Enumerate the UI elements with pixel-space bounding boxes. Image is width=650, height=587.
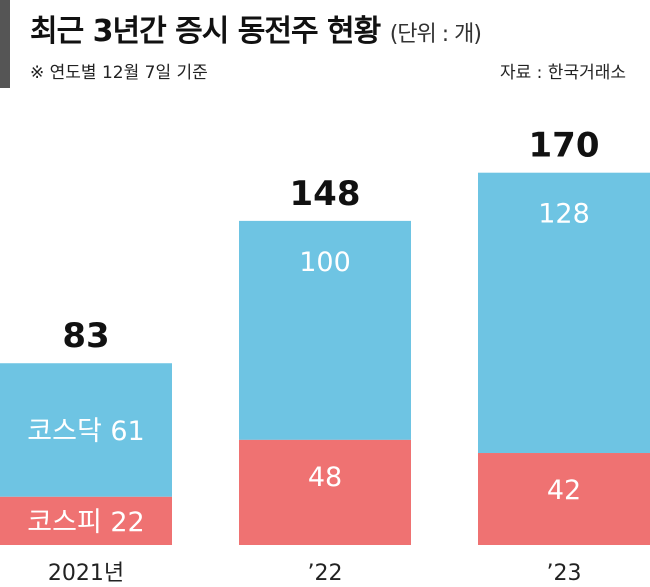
kospi-label-1: 48 — [308, 462, 342, 493]
chart-title: 최근 3년간 증시 동전주 현황 (단위 : 개) — [30, 6, 482, 50]
bar-kosdaq-0 — [0, 363, 172, 497]
total-label-1: 148 — [290, 174, 361, 214]
x-tick-label-2: ’23 — [547, 561, 582, 586]
source-text: 자료 : 한국거래소 — [499, 63, 626, 83]
kospi-label-2: 42 — [547, 475, 581, 506]
kosdaq-label-1: 100 — [299, 247, 351, 278]
total-label-0: 83 — [62, 316, 109, 356]
unit-label: (단위 : 개) — [389, 22, 482, 47]
kospi-label-0: 코스피 22 — [27, 507, 144, 538]
bar-kospi-1 — [239, 439, 411, 545]
title-text: 최근 3년간 증시 동전주 현황 — [30, 14, 381, 49]
note-text: ※ 연도별 12월 7일 기준 — [30, 63, 208, 83]
bar-kosdaq-1 — [239, 220, 411, 440]
bar-kospi-2 — [478, 453, 650, 545]
x-tick-label-1: ’22 — [308, 561, 343, 586]
x-tick-label-0: 2021년 — [48, 561, 124, 586]
accent-bar — [0, 0, 10, 88]
total-label-2: 170 — [529, 126, 600, 166]
bar-kosdaq-2 — [478, 172, 650, 454]
kosdaq-label-2: 128 — [538, 199, 590, 230]
kosdaq-label-0: 코스닥 61 — [27, 416, 144, 447]
bar-kospi-0 — [0, 496, 172, 545]
